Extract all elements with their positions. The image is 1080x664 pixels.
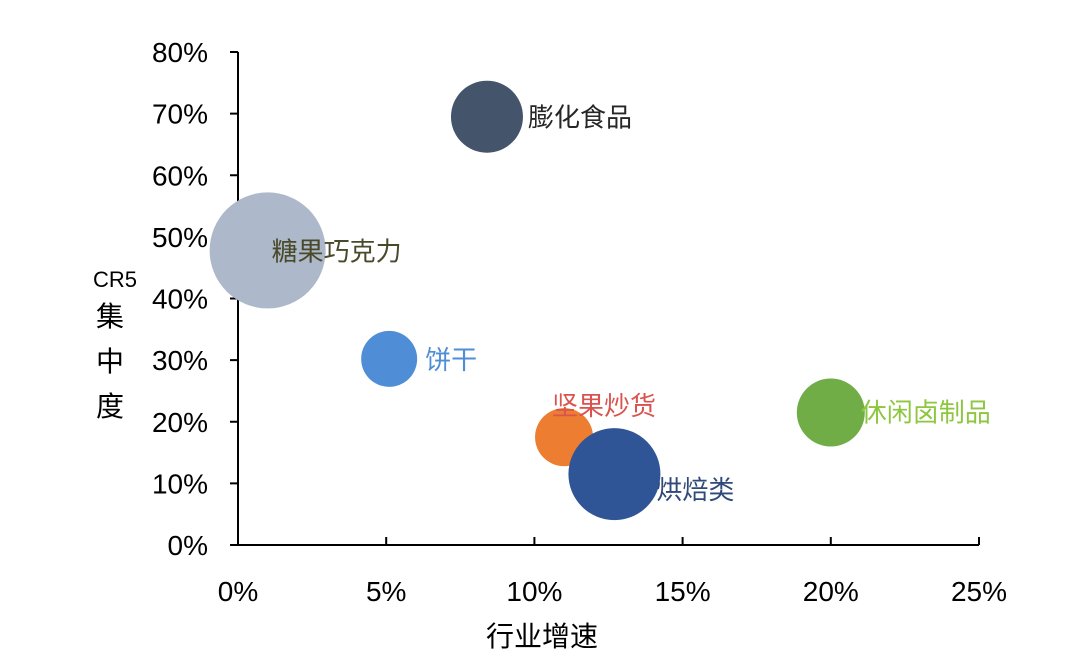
y-tick-label: 30% xyxy=(152,345,208,376)
y-tick-label: 10% xyxy=(152,468,208,499)
x-tick-label: 5% xyxy=(366,576,406,607)
y-tick-label: 50% xyxy=(152,222,208,253)
bubble xyxy=(568,428,661,521)
bubble xyxy=(209,192,326,309)
bubble-label: 休闲卤制品 xyxy=(861,399,991,429)
y-tick-label: 60% xyxy=(152,160,208,191)
y-tick-label: 0% xyxy=(168,530,208,561)
bubble-label: 烘焙类 xyxy=(656,476,734,506)
x-ticks: 0% 5% 10% 15% 20% 25% xyxy=(218,537,1007,607)
y-tick-label: 70% xyxy=(152,99,208,130)
y-tick-label: 80% xyxy=(152,37,208,68)
x-tick-label: 10% xyxy=(506,576,562,607)
x-tick-label: 15% xyxy=(655,576,711,607)
y-tick-label: 20% xyxy=(152,407,208,438)
x-tick-label: 0% xyxy=(218,576,258,607)
x-tick-label: 25% xyxy=(951,576,1007,607)
bubble-label: 糖果巧克力 xyxy=(272,237,402,267)
x-tick-label: 20% xyxy=(803,576,859,607)
bubble xyxy=(450,80,523,153)
y-ticks: 0% 10% 20% 30% 40% 50% 60% 70% 80% xyxy=(152,37,238,561)
y-axis-title-char: 度 xyxy=(96,390,124,423)
bubbles xyxy=(209,80,865,521)
bubble-label: 膨化食品 xyxy=(528,104,632,134)
y-axis-title: 集中度 xyxy=(96,300,124,423)
bubble xyxy=(361,330,418,387)
bubble xyxy=(796,378,865,447)
bubble-label: 饼干 xyxy=(425,346,477,376)
cr5-label: CR5 xyxy=(93,267,137,292)
bubble-label: 坚果炒货 xyxy=(552,392,656,422)
y-axis-title-char: 集 xyxy=(96,300,124,333)
y-axis-title-char: 中 xyxy=(96,345,124,378)
y-tick-label: 40% xyxy=(152,284,208,315)
x-axis-title: 行业增速 xyxy=(486,620,598,653)
